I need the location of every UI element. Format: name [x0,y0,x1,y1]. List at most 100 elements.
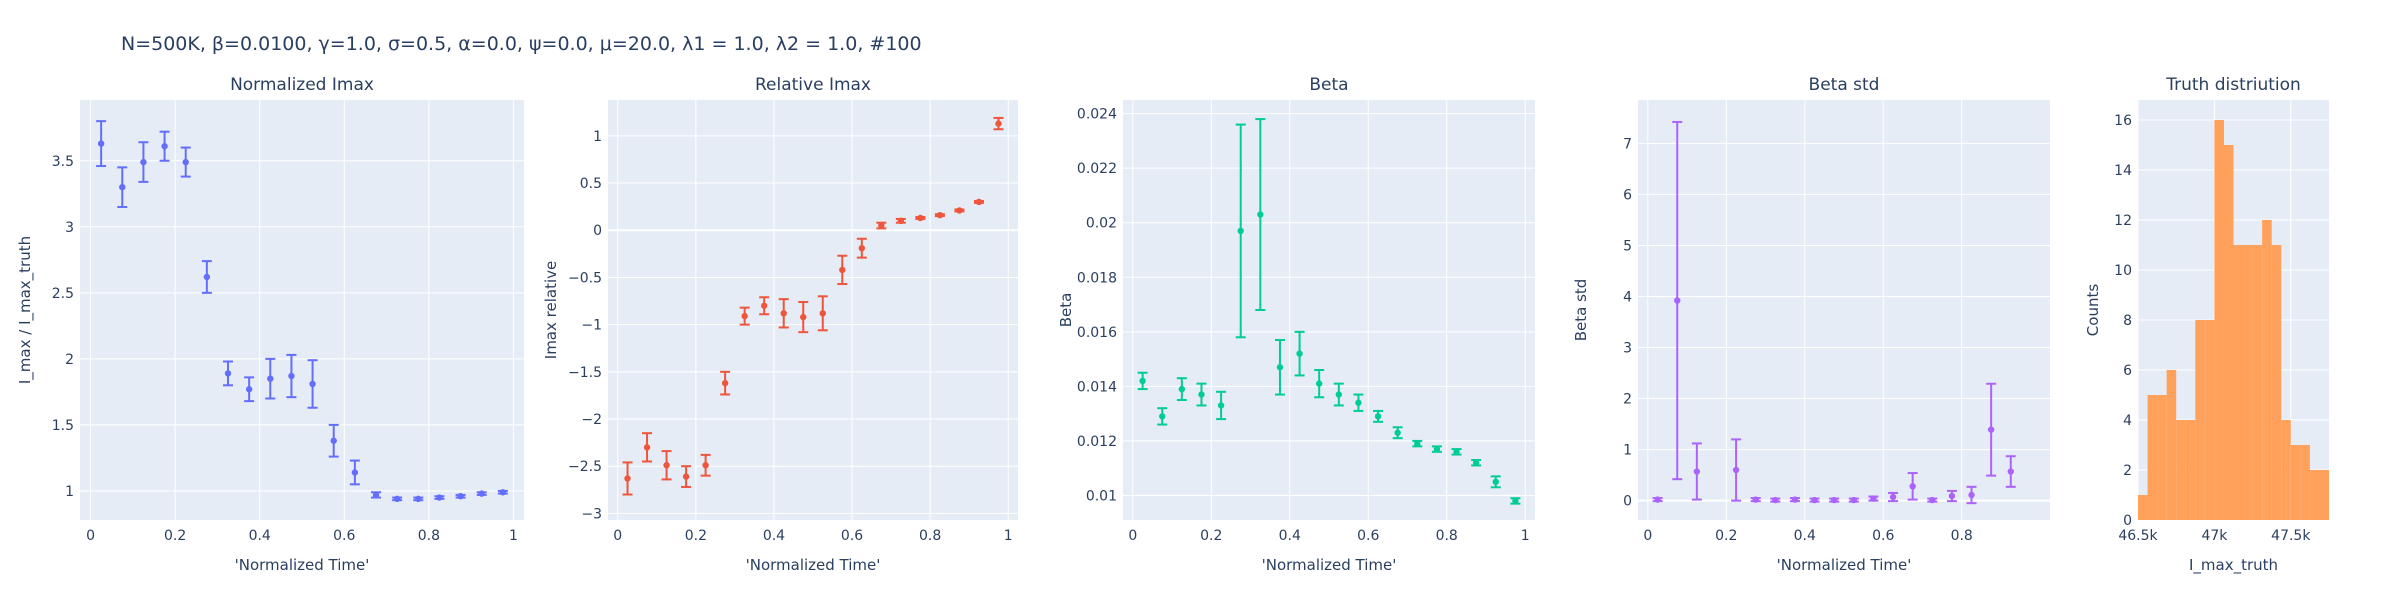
marker [839,266,846,274]
histogram-bar [2157,395,2167,520]
data-point [1255,118,1266,311]
plot-area [80,100,524,520]
y-tick-label: 0.02 [1086,216,1117,232]
marker [436,494,443,501]
x-axis-label: 'Normalized Time' [1262,556,1397,574]
data-point [700,453,711,477]
y-tick-label: 12 [2114,213,2132,229]
data-point [1373,409,1384,423]
data-point [1176,377,1187,401]
marker [1198,391,1205,398]
data-point [1731,438,1742,502]
data-point [1490,475,1501,489]
y-tick-label: 1 [593,129,602,145]
y-axis-label: Beta std [1572,279,1590,342]
data-point [720,370,731,396]
y-tick-label: 1 [65,484,74,500]
y-axis-label: Counts [2084,284,2102,337]
marker [1237,227,1244,235]
marker [393,495,401,503]
marker [663,462,670,469]
y-tick-label: −3 [581,506,602,522]
data-point [1672,120,1683,481]
data-point [1750,496,1761,503]
marker [741,312,748,320]
data-point [2005,455,2016,488]
data-point [1294,330,1305,377]
y-tick-label: −0.5 [568,270,602,286]
data-point [413,495,424,503]
data-point [371,491,381,499]
marker [1257,211,1264,218]
x-tick-label: 0.6 [333,528,355,544]
marker [119,183,126,191]
x-tick-label: 1 [509,528,518,544]
marker [878,222,885,229]
x-tick-label: 0.8 [418,528,440,544]
data-point [286,353,297,399]
marker [351,469,359,476]
data-point [1216,390,1227,421]
subplot-title: Normalized Imax [230,75,374,95]
histogram-bar [2243,245,2253,520]
marker [1394,429,1401,436]
data-point [642,432,653,463]
data-point [856,237,867,259]
x-tick-label: 0 [1128,528,1137,544]
x-tick-label: 0.4 [1794,528,1816,544]
marker [682,473,690,480]
marker [1492,478,1499,486]
data-point [138,141,149,183]
subplot-title: Beta std [1809,75,1880,95]
marker [936,211,944,219]
marker [897,217,905,225]
y-axis-label: Beta [1057,293,1075,328]
marker [1811,496,1818,504]
histogram-bar [2281,420,2291,520]
marker [97,140,105,147]
marker [1674,297,1681,304]
y-tick-label: 0 [1623,494,1632,510]
x-axis-label: 'Normalized Time' [746,556,881,574]
data-point [1471,459,1482,467]
y-tick-label: 0.016 [1077,325,1117,341]
data-point [1137,371,1148,391]
plot-area [1123,100,1535,520]
data-point [798,300,809,334]
data-point [1431,445,1442,453]
y-tick-label: 6 [1623,187,1632,203]
data-point [1966,485,1977,505]
marker [1929,496,1936,504]
marker [1414,440,1421,447]
marker [1315,380,1323,387]
marker [917,214,924,222]
y-tick-label: 0 [593,223,602,239]
x-axis-label: I_max_truth [2189,556,2278,575]
marker [1791,496,1799,503]
marker [1772,496,1779,504]
marker [224,370,232,377]
x-tick-label: 0.2 [685,528,707,544]
data-point [739,306,750,326]
marker [800,313,807,321]
data-point [1907,472,1918,501]
subplot-3: 0.01 0.012 0.014 0.016 0.018 0.02 0.022 0.024 0 0… [1057,75,1535,574]
subplot-5: 0 2 4 6 8 10 12 14 16 46.5k 47k 47.5k Truth distriut… [2084,75,2329,575]
x-axis-label: 'Normalized Time' [235,556,370,574]
y-tick-label: −1 [581,318,602,334]
x-tick-label: 47k [2201,528,2228,544]
histogram-bar [2195,320,2205,520]
y-tick-label: 8 [2123,313,2132,329]
subplot-4: 0 1 2 3 4 5 6 7 0 0.2 0.4 0.6 0.8 Beta std 'Normalized… [1572,75,2050,574]
marker [203,273,211,281]
data-point [1353,393,1364,412]
x-axis-label: 'Normalized Time' [1777,556,1912,574]
x-tick-label: 0.2 [1715,528,1737,544]
y-tick-label: 10 [2114,263,2132,279]
data-point [622,461,633,496]
histogram-bar [2214,120,2224,520]
histogram-bar [2290,445,2301,520]
marker [1850,496,1858,504]
data-point [1986,382,1997,477]
data-point [1235,123,1246,339]
